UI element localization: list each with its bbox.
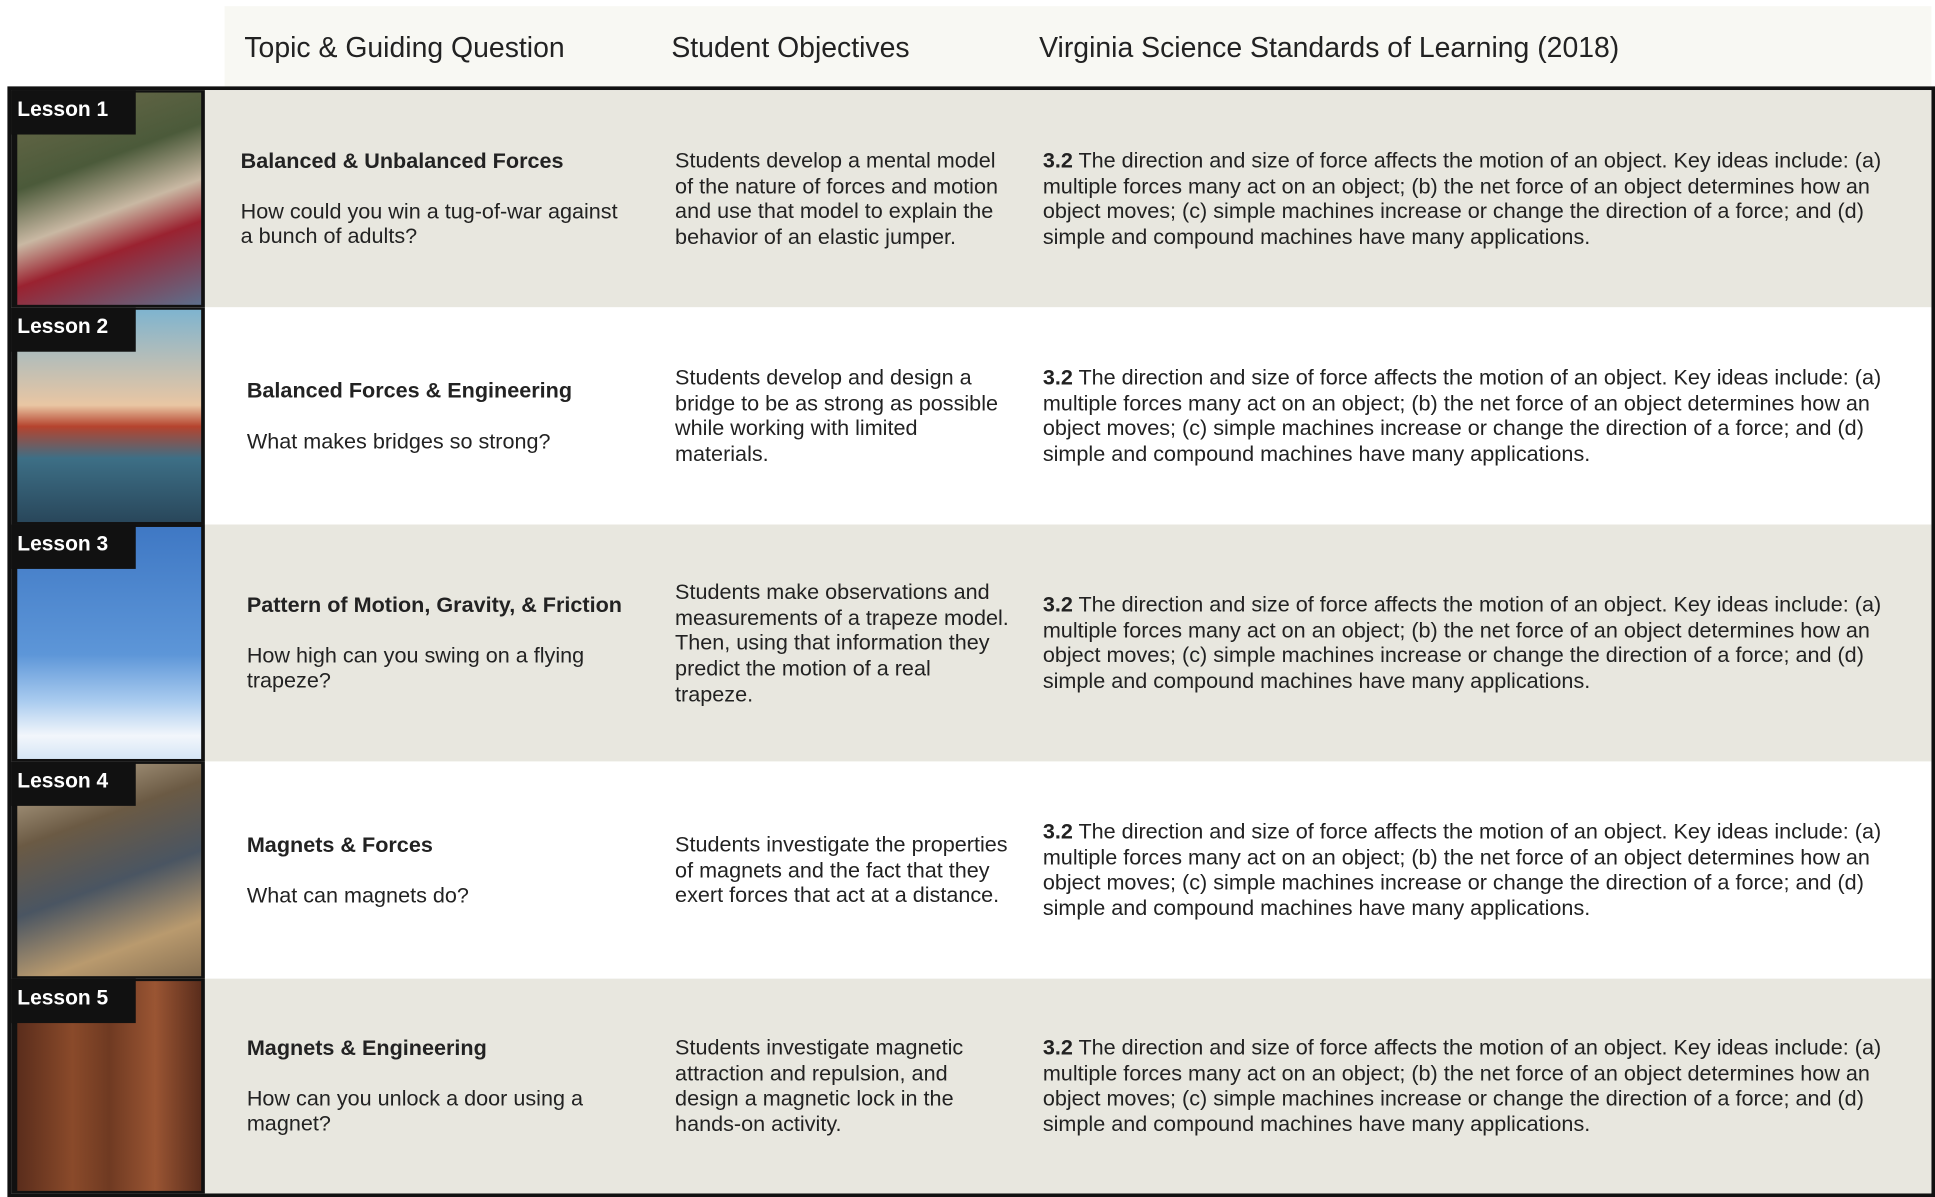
standard-code: 3.2: [1042, 364, 1073, 390]
guiding-question: How could you win a tug-of-war against a…: [240, 198, 618, 249]
standard-code: 3.2: [1042, 818, 1073, 844]
topic-cell: Magnets & Forces What can magnets do?: [247, 832, 642, 908]
topic-title: Pattern of Motion, Gravity, & Friction: [246, 592, 622, 617]
standard-cell: 3.2 The direction and size of force affe…: [1043, 819, 1907, 921]
objective: Students make observations and measureme…: [675, 579, 1009, 706]
lesson-row: Lesson 3 Pattern of Motion, Gravity, & Fr…: [11, 524, 1932, 762]
column-header: Topic & Guiding Question: [244, 30, 565, 63]
standard-code: 3.2: [1042, 147, 1073, 173]
objective: Students investigate magnetic attraction…: [675, 1034, 964, 1137]
lesson-label: Lesson 4: [11, 761, 136, 806]
lesson-label: Lesson 5: [11, 978, 136, 1024]
standard-text: The direction and size of force affects …: [1042, 364, 1882, 467]
guiding-question: What makes bridges so strong?: [246, 428, 551, 453]
lesson-row: Lesson 4 Magnets & Forces What can magnets…: [11, 761, 1932, 979]
topic-cell: Balanced Forces & Engineering What makes …: [247, 378, 642, 454]
topic-title: Magnets & Engineering: [246, 1035, 487, 1061]
lesson-label: Lesson 3: [11, 524, 136, 569]
guiding-question: How can you unlock a door using a magnet…: [246, 1085, 583, 1136]
lesson-row: Lesson 1 Balanced & Unbalanced Forces How …: [11, 90, 1932, 308]
standard-cell: 3.2 The direction and size of force affe…: [1043, 365, 1907, 467]
standard-text: The direction and size of force affects …: [1042, 818, 1882, 921]
topic-title: Magnets & Forces: [246, 832, 433, 857]
table-header: Topic & Guiding Question Student Objecti…: [224, 6, 1932, 87]
lesson-row: Lesson 2 Balanced Forces & Engineering Wha…: [11, 307, 1932, 525]
topic-title: Balanced Forces & Engineering: [246, 378, 573, 403]
topic-cell: Pattern of Motion, Gravity, & Friction Ho…: [247, 592, 642, 693]
topic-title: Balanced & Unbalanced Forces: [240, 148, 564, 173]
standard-cell: 3.2 The direction and size of force affe…: [1043, 592, 1907, 694]
lesson-row: Lesson 5 Magnets & Engineering How can you…: [11, 978, 1932, 1194]
column-header: Virginia Science Standards of Learning (…: [1039, 30, 1620, 63]
guiding-question: What can magnets do?: [246, 882, 469, 908]
objective: Students investigate the properties of m…: [675, 831, 1008, 908]
column-header: Student Objectives: [671, 30, 910, 63]
lesson-image-cell: Lesson 3: [11, 524, 205, 762]
objective: Students develop a mental model of the n…: [675, 147, 999, 249]
lesson-image-cell: Lesson 5: [11, 978, 205, 1194]
lesson-label: Lesson 2: [11, 307, 136, 352]
standard-text: The direction and size of force affects …: [1042, 1034, 1882, 1137]
guiding-question: How high can you swing on a flying trape…: [246, 642, 585, 693]
standard-text: The direction and size of force affects …: [1042, 591, 1882, 694]
standard-code: 3.2: [1042, 591, 1073, 617]
lesson-table: Lesson 1 Balanced & Unbalanced Forces How …: [7, 86, 1935, 1197]
standard-cell: 3.2 The direction and size of force affe…: [1043, 148, 1907, 250]
lesson-image-cell: Lesson 2: [11, 307, 205, 525]
lesson-image-cell: Lesson 4: [11, 761, 205, 979]
lesson-image-cell: Lesson 1: [11, 90, 205, 308]
standard-text: The direction and size of force affects …: [1042, 147, 1882, 249]
topic-cell: Magnets & Engineering How can you unlock …: [247, 1035, 642, 1136]
objective: Students develop and design a bridge to …: [675, 364, 999, 467]
standard-code: 3.2: [1042, 1034, 1073, 1060]
lesson-label: Lesson 1: [11, 90, 136, 135]
topic-cell: Balanced & Unbalanced Forces How could yo…: [241, 148, 636, 249]
standard-cell: 3.2 The direction and size of force affe…: [1043, 1035, 1907, 1137]
